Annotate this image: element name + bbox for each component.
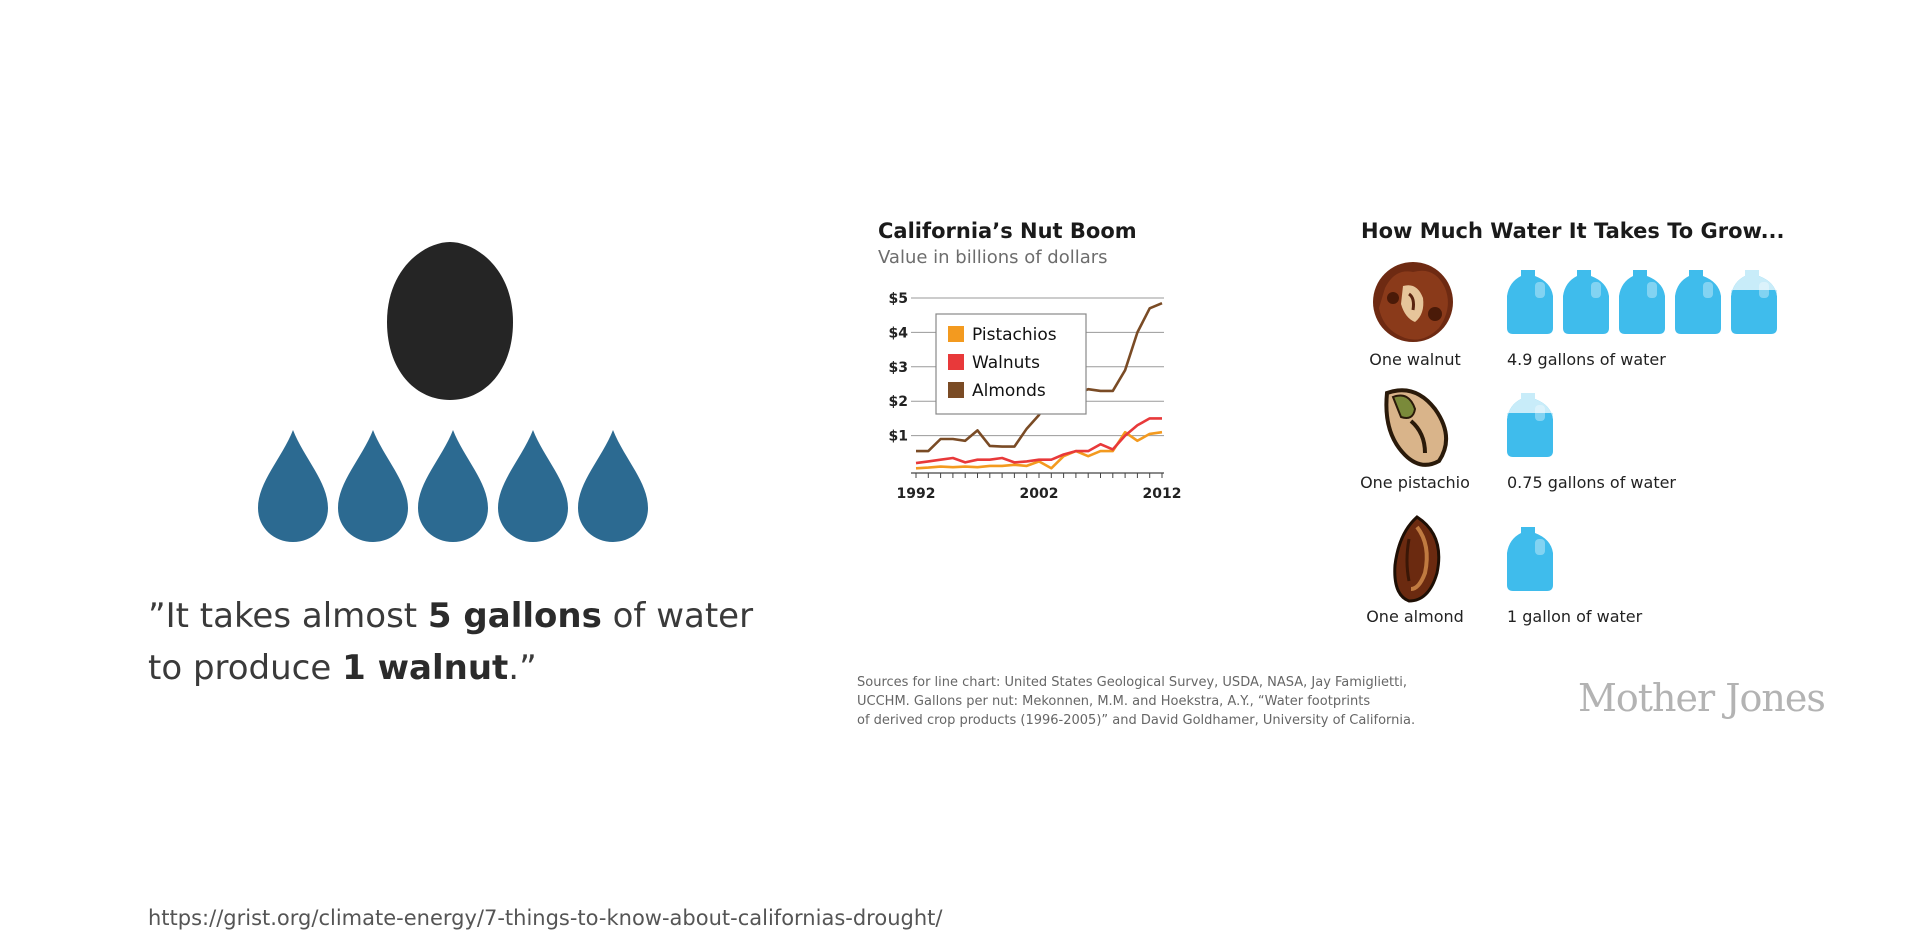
water-drops [256, 428, 650, 544]
water-drop-icon [338, 430, 408, 542]
sources-line: UCCHM. Gallons per nut: Mekonnen, M.M. a… [857, 694, 1371, 709]
quote-text: ”It takes almost 5 gallons of water to p… [148, 590, 788, 694]
nut-label: One walnut [1369, 350, 1461, 369]
series-line-pistachios [915, 430, 1163, 470]
series-line-walnuts [915, 417, 1162, 465]
quote-bold-gallons: 5 gallons [427, 596, 602, 636]
legend-label: Almonds [972, 381, 1046, 401]
jug-group [1505, 525, 1561, 595]
water-row-walnut: One walnut 4.9 gallons of water [1355, 258, 1815, 398]
legend-label: Pistachios [972, 325, 1057, 345]
water-jug-icon [1507, 527, 1553, 591]
water-jug-icon [1619, 270, 1665, 334]
x-tick-label: 1992 [897, 486, 936, 502]
chart-legend: Pistachios Walnuts Almonds [935, 313, 1087, 415]
water-row-pistachio: One pistachio 0.75 gallons of water [1355, 381, 1815, 521]
series-line-almonds [916, 301, 1163, 453]
quote-bold-walnut: 1 walnut [342, 648, 509, 688]
x-tick-label: 2002 [1020, 486, 1059, 502]
water-amount-label: 4.9 gallons of water [1507, 350, 1666, 369]
water-drop-icon [498, 430, 568, 542]
source-link[interactable]: https://grist.org/climate-energy/7-thing… [148, 906, 943, 930]
water-jug-icon [1507, 270, 1553, 334]
y-tick-label: $5 [889, 291, 908, 307]
y-tick-label: $4 [889, 325, 909, 341]
legend-swatch [948, 382, 964, 398]
water-amount-label: 0.75 gallons of water [1507, 473, 1677, 492]
chart-title: California’s Nut Boom [878, 219, 1137, 243]
water-title: How Much Water It Takes To Grow... [1361, 219, 1785, 243]
water-jug-icon [1507, 393, 1553, 457]
y-tick-label: $2 [889, 394, 908, 410]
water-drop-icon [418, 430, 488, 542]
water-jug-icon [1563, 270, 1609, 334]
pistachio-icon [1365, 381, 1465, 471]
x-tick-label: 2012 [1143, 486, 1182, 502]
water-row-almond: One almond 1 gallon of water [1355, 515, 1815, 655]
sources-line: of derived crop products (1996-2005)” an… [857, 713, 1416, 728]
nut-boom-line-chart: $1 $2 $3 $4 $5 1992 2002 2012 Pistachios Walnuts A… [889, 291, 1182, 502]
water-jug-icon [1675, 270, 1721, 334]
water-drop-icon [578, 430, 648, 542]
y-tick-label: $3 [889, 360, 908, 376]
legend-label: Walnuts [972, 353, 1040, 373]
almond-icon [1365, 515, 1465, 605]
chart-subtitle: Value in billions of dollars [878, 247, 1108, 268]
nut-label: One pistachio [1360, 473, 1470, 492]
legend-swatch [948, 354, 964, 370]
walnut-silhouette-icon [385, 240, 515, 402]
nut-label: One almond [1366, 607, 1464, 626]
jug-group [1505, 391, 1561, 461]
sources-line: Sources for line chart: United States Ge… [857, 675, 1407, 690]
walnut-icon [1365, 258, 1465, 348]
water-amount-label: 1 gallon of water [1507, 607, 1643, 626]
water-drop-icon [258, 430, 328, 542]
quote-open: ”It takes almost [148, 596, 428, 636]
mother-jones-logo: Mother Jones [1578, 676, 1826, 720]
water-jug-icon [1731, 270, 1777, 334]
jug-group [1505, 268, 1785, 338]
quote-close: .” [508, 648, 537, 688]
chart-sources: Sources for line chart: United States Ge… [857, 673, 1417, 730]
quote-middle: of water to produce [148, 596, 754, 688]
y-tick-label: $1 [889, 429, 908, 445]
legend-swatch [948, 326, 964, 342]
